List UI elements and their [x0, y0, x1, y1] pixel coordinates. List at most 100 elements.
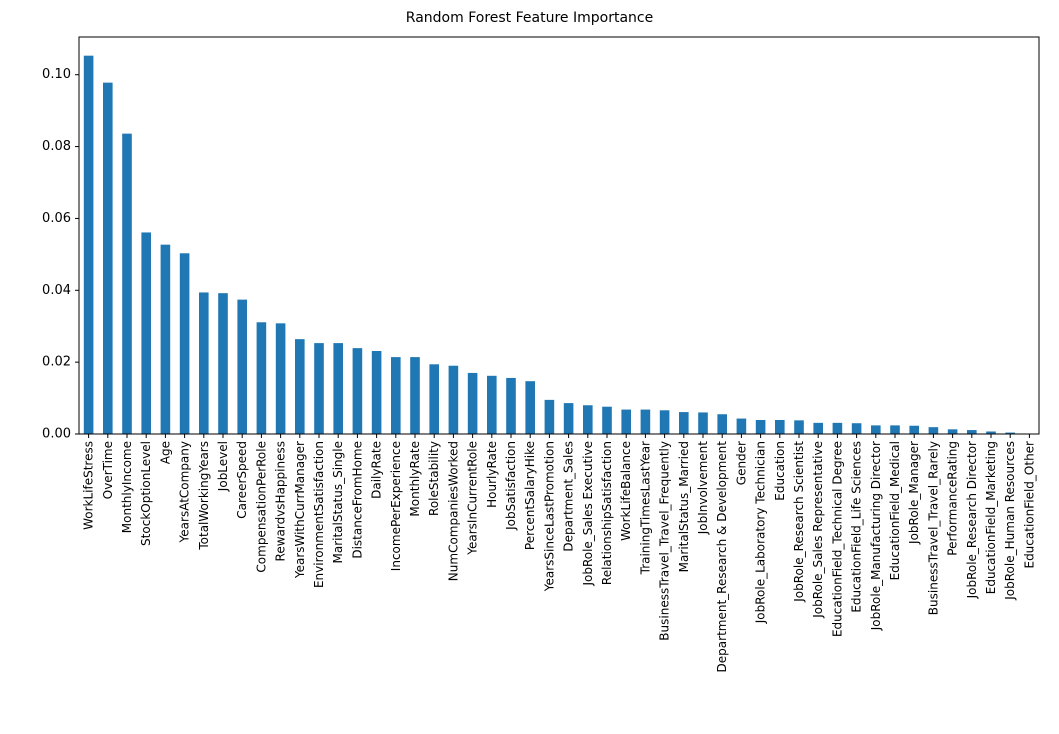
bar [890, 425, 900, 434]
bar [813, 422, 823, 434]
x-tick-label: MonthlyRate [408, 441, 422, 517]
bar [679, 412, 689, 434]
y-tick-label: 0.04 [42, 283, 71, 298]
x-tick-label: JobRole_Research Scientist [792, 441, 806, 603]
x-tick-label: JobSatisfaction [504, 441, 518, 531]
x-tick-label: EducationField_Medical [888, 441, 902, 580]
bar [506, 377, 516, 434]
bar [851, 423, 862, 434]
x-tick-label: JobRole_Sales Representative [811, 441, 825, 619]
x-tick-label: BusinessTravel_Travel_Rarely [926, 441, 940, 615]
bar [698, 412, 708, 434]
x-tick-label: Department_Research & Development [715, 441, 729, 673]
x-tick-label: HourlyRate [485, 441, 499, 508]
x-tick-label: EducationField_Other [1022, 441, 1036, 569]
bar [141, 232, 151, 434]
bar [832, 422, 843, 434]
bar [333, 343, 343, 434]
bar [256, 322, 267, 434]
bar [487, 375, 497, 434]
x-tick-label: Department_Sales [562, 441, 576, 552]
x-tick-label: NumCompaniesWorked [446, 441, 460, 581]
x-tick-label: EducationField_Technical Degree [830, 441, 844, 637]
x-tick-label: PercentSalaryHike [523, 441, 537, 550]
y-tick-label: 0.08 [42, 139, 71, 154]
bar [986, 431, 996, 434]
x-tick-label: Gender [734, 441, 748, 485]
bar [525, 381, 535, 434]
x-tick-label: YearsInCurrentRole [466, 441, 480, 556]
x-tick-label: JobLevel [216, 441, 230, 492]
x-tick-label: JobRole_Laboratory Technician [754, 441, 768, 624]
bar [563, 403, 574, 434]
y-tick-label: 0.00 [42, 427, 71, 442]
bar [218, 293, 228, 434]
x-tick-label: CompensationPerRole [254, 441, 268, 573]
x-tick-label: PerformanceRating [946, 441, 960, 556]
plot-frame [78, 36, 1040, 435]
bars-group [83, 55, 1035, 435]
x-tick-label: IncomePerExperience [389, 441, 403, 571]
bar [371, 351, 382, 434]
x-tick-label: MaritalStatus_Married [677, 441, 691, 572]
y-axis: 0.00 0.02 0.04 0.06 0.08 0.10 [42, 67, 79, 442]
x-tick-label: YearsWithCurrManager [293, 441, 307, 579]
bar [160, 244, 171, 434]
bar [467, 372, 478, 434]
y-tick-label: 0.10 [42, 67, 71, 82]
x-tick-label: MaritalStatus_Single [331, 441, 345, 564]
x-tick-label: Age [158, 441, 172, 464]
x-tick-label: JobInvolvement [696, 441, 710, 536]
y-tick-label: 0.06 [42, 211, 71, 226]
bar [928, 427, 939, 434]
bar [755, 419, 766, 434]
x-tick-label: EducationField_Marketing [984, 441, 998, 594]
bar [429, 364, 439, 434]
x-tick-label: BusinessTravel_Travel_Frequently [658, 441, 672, 641]
bar [275, 323, 286, 434]
x-tick-label: EnvironmentSatisfaction [312, 441, 326, 588]
bar [448, 365, 459, 434]
x-tick-label: JobRole_Sales Executive [581, 441, 595, 587]
x-tick-label: StockOptionLevel [139, 441, 153, 546]
x-tick-label: JobRole_Research Director [965, 441, 979, 599]
x-tick-label: CareerSpeed [235, 441, 249, 519]
x-tick-label: TotalWorkingYears [197, 441, 211, 551]
bar [352, 348, 363, 434]
y-tick-label: 0.02 [42, 355, 71, 370]
bar [391, 357, 401, 434]
bar [947, 429, 958, 434]
bar [640, 409, 651, 434]
x-tick-label: TrainingTimesLastYear [638, 441, 652, 575]
x-tick-label: JobRole_Manager [907, 441, 921, 545]
bar [794, 420, 804, 434]
bar [775, 419, 785, 434]
bar [122, 133, 132, 434]
bar [909, 425, 919, 434]
bar [602, 406, 612, 434]
x-tick-label: OverTime [101, 441, 115, 499]
bar [179, 253, 190, 434]
bar [295, 339, 305, 434]
x-tick-label: WorkLifeBalance [619, 441, 633, 541]
x-tick-label: YearsSinceLastPromotion [542, 441, 556, 592]
x-tick-label: JobRole_Human Resources [1003, 441, 1017, 601]
chart-title: Random Forest Feature Importance [405, 10, 654, 26]
bar [736, 418, 747, 434]
x-tick-label: JobRole_Manufacturing Director [869, 441, 883, 631]
bar [583, 405, 593, 434]
bar [544, 399, 555, 434]
x-tick-label: WorkLifeStress [82, 441, 96, 530]
x-tick-label: EducationField_Life Sciences [850, 441, 864, 613]
bar [237, 299, 247, 434]
bar [199, 292, 209, 434]
x-tick-label: RewardvsHappiness [274, 441, 288, 561]
x-tick-label: MonthlyIncome [120, 441, 134, 533]
bar [871, 425, 881, 434]
x-tick-label: DistanceFromHome [350, 441, 364, 559]
x-tick-label: RoleStability [427, 441, 441, 516]
x-tick-label: RelationshipSatisfaction [600, 441, 614, 585]
bar [103, 82, 113, 434]
bar [83, 55, 94, 435]
